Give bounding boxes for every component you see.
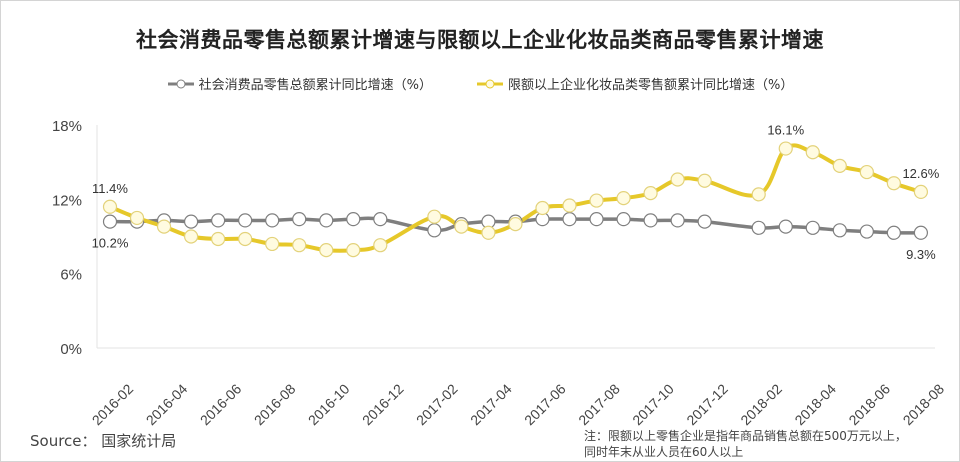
x-tick-label: 2016-08 [251, 380, 299, 428]
series-total-retail-point [832, 223, 847, 238]
series-cosmetics-point [156, 219, 172, 234]
data-label: 11.4% [92, 181, 128, 196]
series-total-retail-point [805, 220, 820, 235]
series-total-retail-point [292, 212, 307, 227]
data-label: 9.3% [906, 247, 936, 262]
series-total-retail-point [238, 213, 253, 228]
x-tick-label: 2017-02 [413, 380, 461, 428]
series-cosmetics-point [373, 238, 388, 253]
data-label: 16.1% [767, 123, 804, 138]
x-tick-label: 2016-12 [359, 380, 407, 428]
series-total-retail-point [265, 213, 280, 228]
series-cosmetics-point [292, 238, 307, 253]
x-tick-label: 2018-08 [900, 380, 948, 428]
series-cosmetics-point [481, 225, 496, 240]
x-tick-label: 2016-02 [89, 380, 137, 428]
x-tick-label: 2018-06 [845, 380, 893, 428]
series-total-retail-point [778, 219, 793, 234]
footnote: 注：限额以上零售企业是指年商品销售总额在500万元以上， 同时年末从业人员在60… [584, 428, 944, 460]
series-cosmetics-point [643, 186, 658, 201]
series-total-retail-point [643, 213, 658, 228]
x-tick-label: 2018-04 [791, 380, 839, 428]
x-tick-label: 2016-10 [305, 380, 353, 428]
series-cosmetics-point [508, 217, 523, 232]
series-total-retail-point [562, 212, 577, 227]
series-cosmetics-point [183, 229, 199, 244]
series-cosmetics-point [454, 219, 469, 234]
series-cosmetics-point [535, 200, 550, 216]
data-label: 12.6% [902, 166, 939, 181]
series-cosmetics-point [859, 164, 874, 180]
data-label: 10.2% [92, 236, 129, 251]
y-tick-label: 12% [52, 192, 82, 209]
series-cosmetics-point [913, 184, 929, 199]
series-total-retail-point [859, 224, 874, 239]
series-cosmetics-line [109, 143, 922, 253]
source-text: Source： 国家统计局 [30, 432, 177, 450]
footnote-line-2: 同时年末从业人员在60人以上 [584, 445, 744, 459]
series-total-retail-point [616, 212, 631, 227]
series-cosmetics-point [886, 176, 901, 191]
legend-item-total-retail: 社会消费品零售总额累计同比增速（%） [167, 74, 432, 93]
series-cosmetics-point [238, 231, 253, 247]
series-cosmetics-point [211, 231, 226, 247]
series-total-retail-point [751, 220, 766, 235]
x-tick-label: 2017-08 [575, 380, 623, 428]
y-tick-label: 6% [60, 267, 82, 284]
series-total-retail-point [102, 214, 118, 229]
series-cosmetics-point [562, 198, 577, 213]
series-cosmetics-point [670, 172, 685, 187]
legend-label-cosmetics: 限额以上企业化妆品类零售额累计同比增速（%） [508, 78, 794, 93]
legend-marker-grey-icon [167, 79, 194, 88]
x-tick-label: 2017-04 [467, 380, 515, 428]
x-tick-label: 2017-10 [629, 380, 677, 428]
series-cosmetics-point [751, 187, 766, 202]
series-total-retail-point [886, 225, 901, 240]
series-total-retail-point [427, 223, 442, 238]
x-tick-label: 2016-04 [143, 380, 191, 428]
series-cosmetics-point [346, 243, 361, 258]
series-cosmetics-point [319, 243, 334, 258]
x-tick-label: 2016-06 [197, 380, 245, 428]
series-total-retail-point [346, 212, 361, 227]
series-total-retail-point [697, 214, 712, 229]
series-cosmetics-point [102, 199, 118, 214]
y-tick-label: 18% [52, 118, 82, 135]
footnote-line-1: 注：限额以上零售企业是指年商品销售总额在500万元以上， [584, 429, 907, 443]
series-cosmetics-point [805, 145, 820, 160]
x-tick-label: 2017-12 [683, 380, 731, 428]
legend-label-total-retail: 社会消费品零售总额累计同比增速（%） [198, 78, 432, 93]
series-cosmetics-point [427, 209, 442, 224]
series-cosmetics-point [697, 173, 712, 188]
legend-item-cosmetics: 限额以上企业化妆品类零售额累计同比增速（%） [476, 74, 793, 93]
series-total-retail-point [373, 212, 388, 227]
series-total-retail-point [183, 214, 199, 229]
series-total-retail-point [589, 212, 604, 227]
series-total-retail-point [211, 213, 226, 228]
legend-marker-yellow-icon [477, 79, 503, 88]
series-total-retail-point [913, 225, 929, 240]
x-tick-label: 2018-02 [737, 380, 785, 428]
x-tick-label: 2017-06 [521, 380, 569, 428]
series-cosmetics-point [265, 236, 280, 252]
series-cosmetics-point [589, 193, 604, 208]
chart-title: 社会消费品零售总额累计增速与限额以上企业化妆品类商品零售累计增速 [136, 28, 824, 52]
series-cosmetics-point [832, 158, 847, 173]
series-cosmetics-point [778, 141, 793, 156]
series-total-retail-point [319, 213, 334, 228]
series-cosmetics-point [616, 190, 631, 206]
chart-legend: 社会消费品零售总额累计同比增速（%） 限额以上企业化妆品类零售额累计同比增速（%… [0, 74, 960, 93]
series-total-retail-point [670, 213, 685, 228]
series-cosmetics-point [129, 210, 145, 226]
y-tick-label: 0% [60, 341, 82, 358]
